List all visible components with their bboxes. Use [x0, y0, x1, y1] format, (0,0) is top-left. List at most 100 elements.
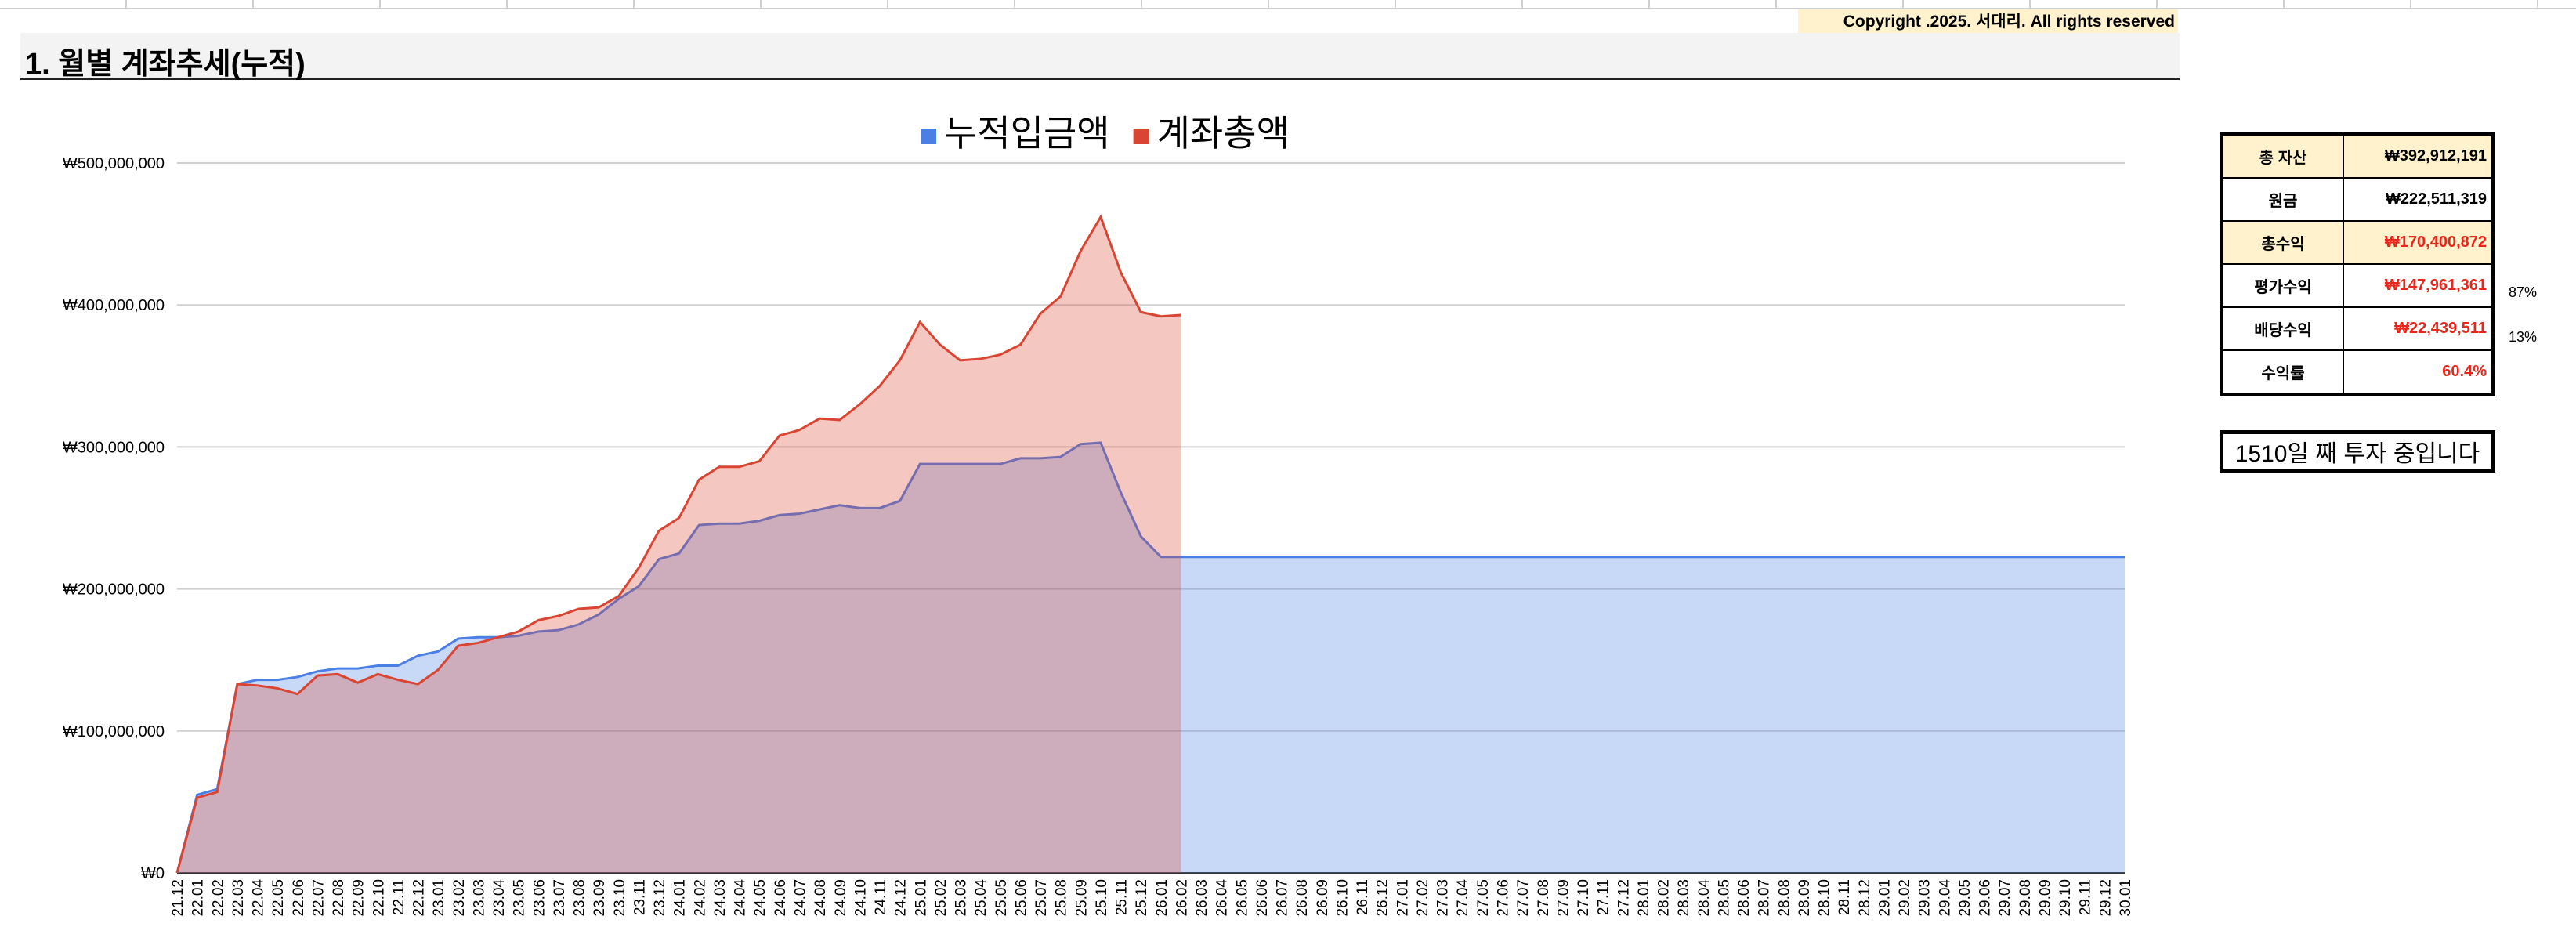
x-tick-label: 26.02 [1174, 879, 1190, 917]
x-tick-label: 28.10 [1817, 879, 1833, 917]
x-tick-label: 26.04 [1214, 879, 1231, 917]
y-tick-label: ₩500,000,000 [63, 155, 165, 172]
legend-label: 계좌총액 [1157, 113, 1290, 154]
x-tick-label: 27.08 [1536, 879, 1552, 917]
x-tick-label: 24.09 [833, 879, 849, 917]
x-tick-label: 29.10 [2057, 879, 2074, 917]
x-tick-label: 23.05 [512, 879, 528, 917]
x-tick-label: 23.09 [592, 879, 608, 917]
x-tick-label: 29.09 [2037, 879, 2053, 917]
x-tick-label: 24.11 [873, 879, 889, 915]
x-tick-label: 24.06 [772, 879, 789, 917]
line [175, 214, 1181, 874]
summary-value: ₩222,511,319 [2343, 177, 2495, 222]
y-tick-label: ₩0 [141, 865, 165, 882]
x-tick-label: 26.10 [1334, 879, 1351, 917]
x-tick-label: 23.02 [451, 879, 468, 917]
section-header: 1. 월별 계좌추세(누적) [20, 33, 2180, 81]
x-tick-label: 26.06 [1254, 879, 1271, 917]
x-tick-label: 24.04 [733, 879, 749, 917]
x-tick-label: 29.08 [2017, 879, 2034, 917]
x-tick-label: 26.08 [1294, 879, 1311, 917]
x-tick-label: 27.02 [1415, 879, 1431, 917]
summary-label: 총수익 [2220, 220, 2344, 265]
summary-label: 배당수익 [2220, 306, 2344, 351]
legend: 누적입금액 계좌총액 [921, 113, 1290, 154]
status-box: 1510일 째 투자 중입니다 [2220, 430, 2495, 472]
x-tick-label: 25.11 [1114, 879, 1131, 915]
x-tick-label: 24.12 [893, 879, 910, 917]
x-tick-label: 27.03 [1435, 879, 1452, 917]
x-tick-label: 29.03 [1917, 879, 1934, 917]
x-tick-label: 25.10 [1094, 879, 1110, 917]
summary-label: 평가수익 [2220, 263, 2344, 308]
x-tick-label: 22.10 [371, 879, 387, 917]
summary-value: 60.4% [2343, 349, 2495, 396]
x-tick-label: 22.04 [251, 879, 267, 917]
summary-row: 배당수익 ₩22,439,511 [2220, 306, 2495, 351]
legend-label: 누적입금액 [944, 113, 1110, 154]
x-tick-label: 27.10 [1576, 879, 1592, 917]
y-tick-label: ₩200,000,000 [63, 581, 165, 599]
x-tick-label: 27.11 [1596, 879, 1612, 915]
x-tick-label: 23.03 [471, 879, 487, 917]
x-tick-label: 27.05 [1475, 879, 1492, 917]
x-tick-label: 22.07 [310, 879, 327, 917]
x-tick-label: 29.06 [1977, 879, 1994, 917]
summary-row: 수익률 60.4% [2220, 349, 2495, 396]
x-tick-label: 25.08 [1054, 879, 1070, 917]
area [177, 216, 1181, 874]
summary-row: 총수익 ₩170,400,872 [2220, 220, 2495, 265]
x-tick-label: 23.06 [531, 879, 548, 917]
x-tick-label: 29.11 [2078, 879, 2094, 915]
x-tick-label: 28.05 [1716, 879, 1732, 917]
x-tick-label: 28.01 [1636, 879, 1652, 917]
x-tick-label: 23.11 [631, 879, 648, 915]
x-tick-label: 27.01 [1395, 879, 1411, 917]
x-tick-label: 28.03 [1676, 879, 1692, 917]
summary-value: ₩147,961,361 [2343, 263, 2495, 308]
x-tick-label: 29.12 [2097, 879, 2114, 917]
x-tick-label: 28.12 [1857, 879, 1873, 917]
sheet-columns [0, 0, 2576, 9]
x-tick-label: 22.03 [230, 879, 247, 917]
x-tick-label: 22.06 [291, 879, 307, 917]
x-tick-label: 27.07 [1515, 879, 1532, 917]
summary-table: 총 자산 ₩392,912,191 원금 ₩222,511,319 총수익 ₩170,40… [2220, 132, 2495, 396]
y-tick-label: ₩100,000,000 [63, 723, 165, 740]
summary-row: 원금 ₩222,511,319 [2220, 177, 2495, 222]
x-tick-label: 27.04 [1455, 879, 1471, 917]
section-title: 1. 월별 계좌추세(누적) [25, 48, 306, 81]
x-tick-label: 29.01 [1876, 879, 1893, 917]
summary-share: 87% [2509, 284, 2538, 300]
x-tick-label: 24.07 [792, 879, 809, 917]
x-tick-label: 29.05 [1957, 879, 1974, 917]
summary-share: 13% [2509, 329, 2538, 345]
summary-label: 원금 [2220, 177, 2344, 222]
x-tick-label: 24.03 [712, 879, 729, 917]
x-tick-label: 23.04 [491, 879, 508, 917]
x-tick-label: 25.12 [1134, 879, 1150, 917]
x-tick-label: 28.02 [1656, 879, 1673, 917]
y-tick-label: ₩300,000,000 [63, 439, 165, 456]
x-tick-label: 26.01 [1154, 879, 1170, 917]
x-tick-label: 27.09 [1555, 879, 1572, 917]
x-tick-label: 28.08 [1776, 879, 1793, 917]
x-tick-label: 25.03 [953, 879, 970, 917]
x-tick-label: 24.05 [752, 879, 769, 917]
x-tick-label: 26.12 [1375, 879, 1391, 917]
x-tick-label: 24.10 [852, 879, 869, 917]
x-tick-label: 30.01 [2118, 879, 2134, 917]
x-tick-label: 26.05 [1234, 879, 1250, 917]
x-tick-label: 25.09 [1073, 879, 1090, 917]
x-tick-label: 24.01 [672, 879, 689, 917]
x-tick-label: 27.06 [1496, 879, 1512, 917]
x-tick-label: 25.05 [993, 879, 1010, 917]
x-tick-label: 28.09 [1796, 879, 1813, 917]
x-tick-label: 25.06 [1013, 879, 1029, 917]
legend-swatch [1133, 129, 1149, 144]
x-tick-label: 28.06 [1736, 879, 1753, 917]
x-tick-label: 22.11 [391, 879, 407, 915]
x-tick-label: 23.12 [652, 879, 668, 917]
